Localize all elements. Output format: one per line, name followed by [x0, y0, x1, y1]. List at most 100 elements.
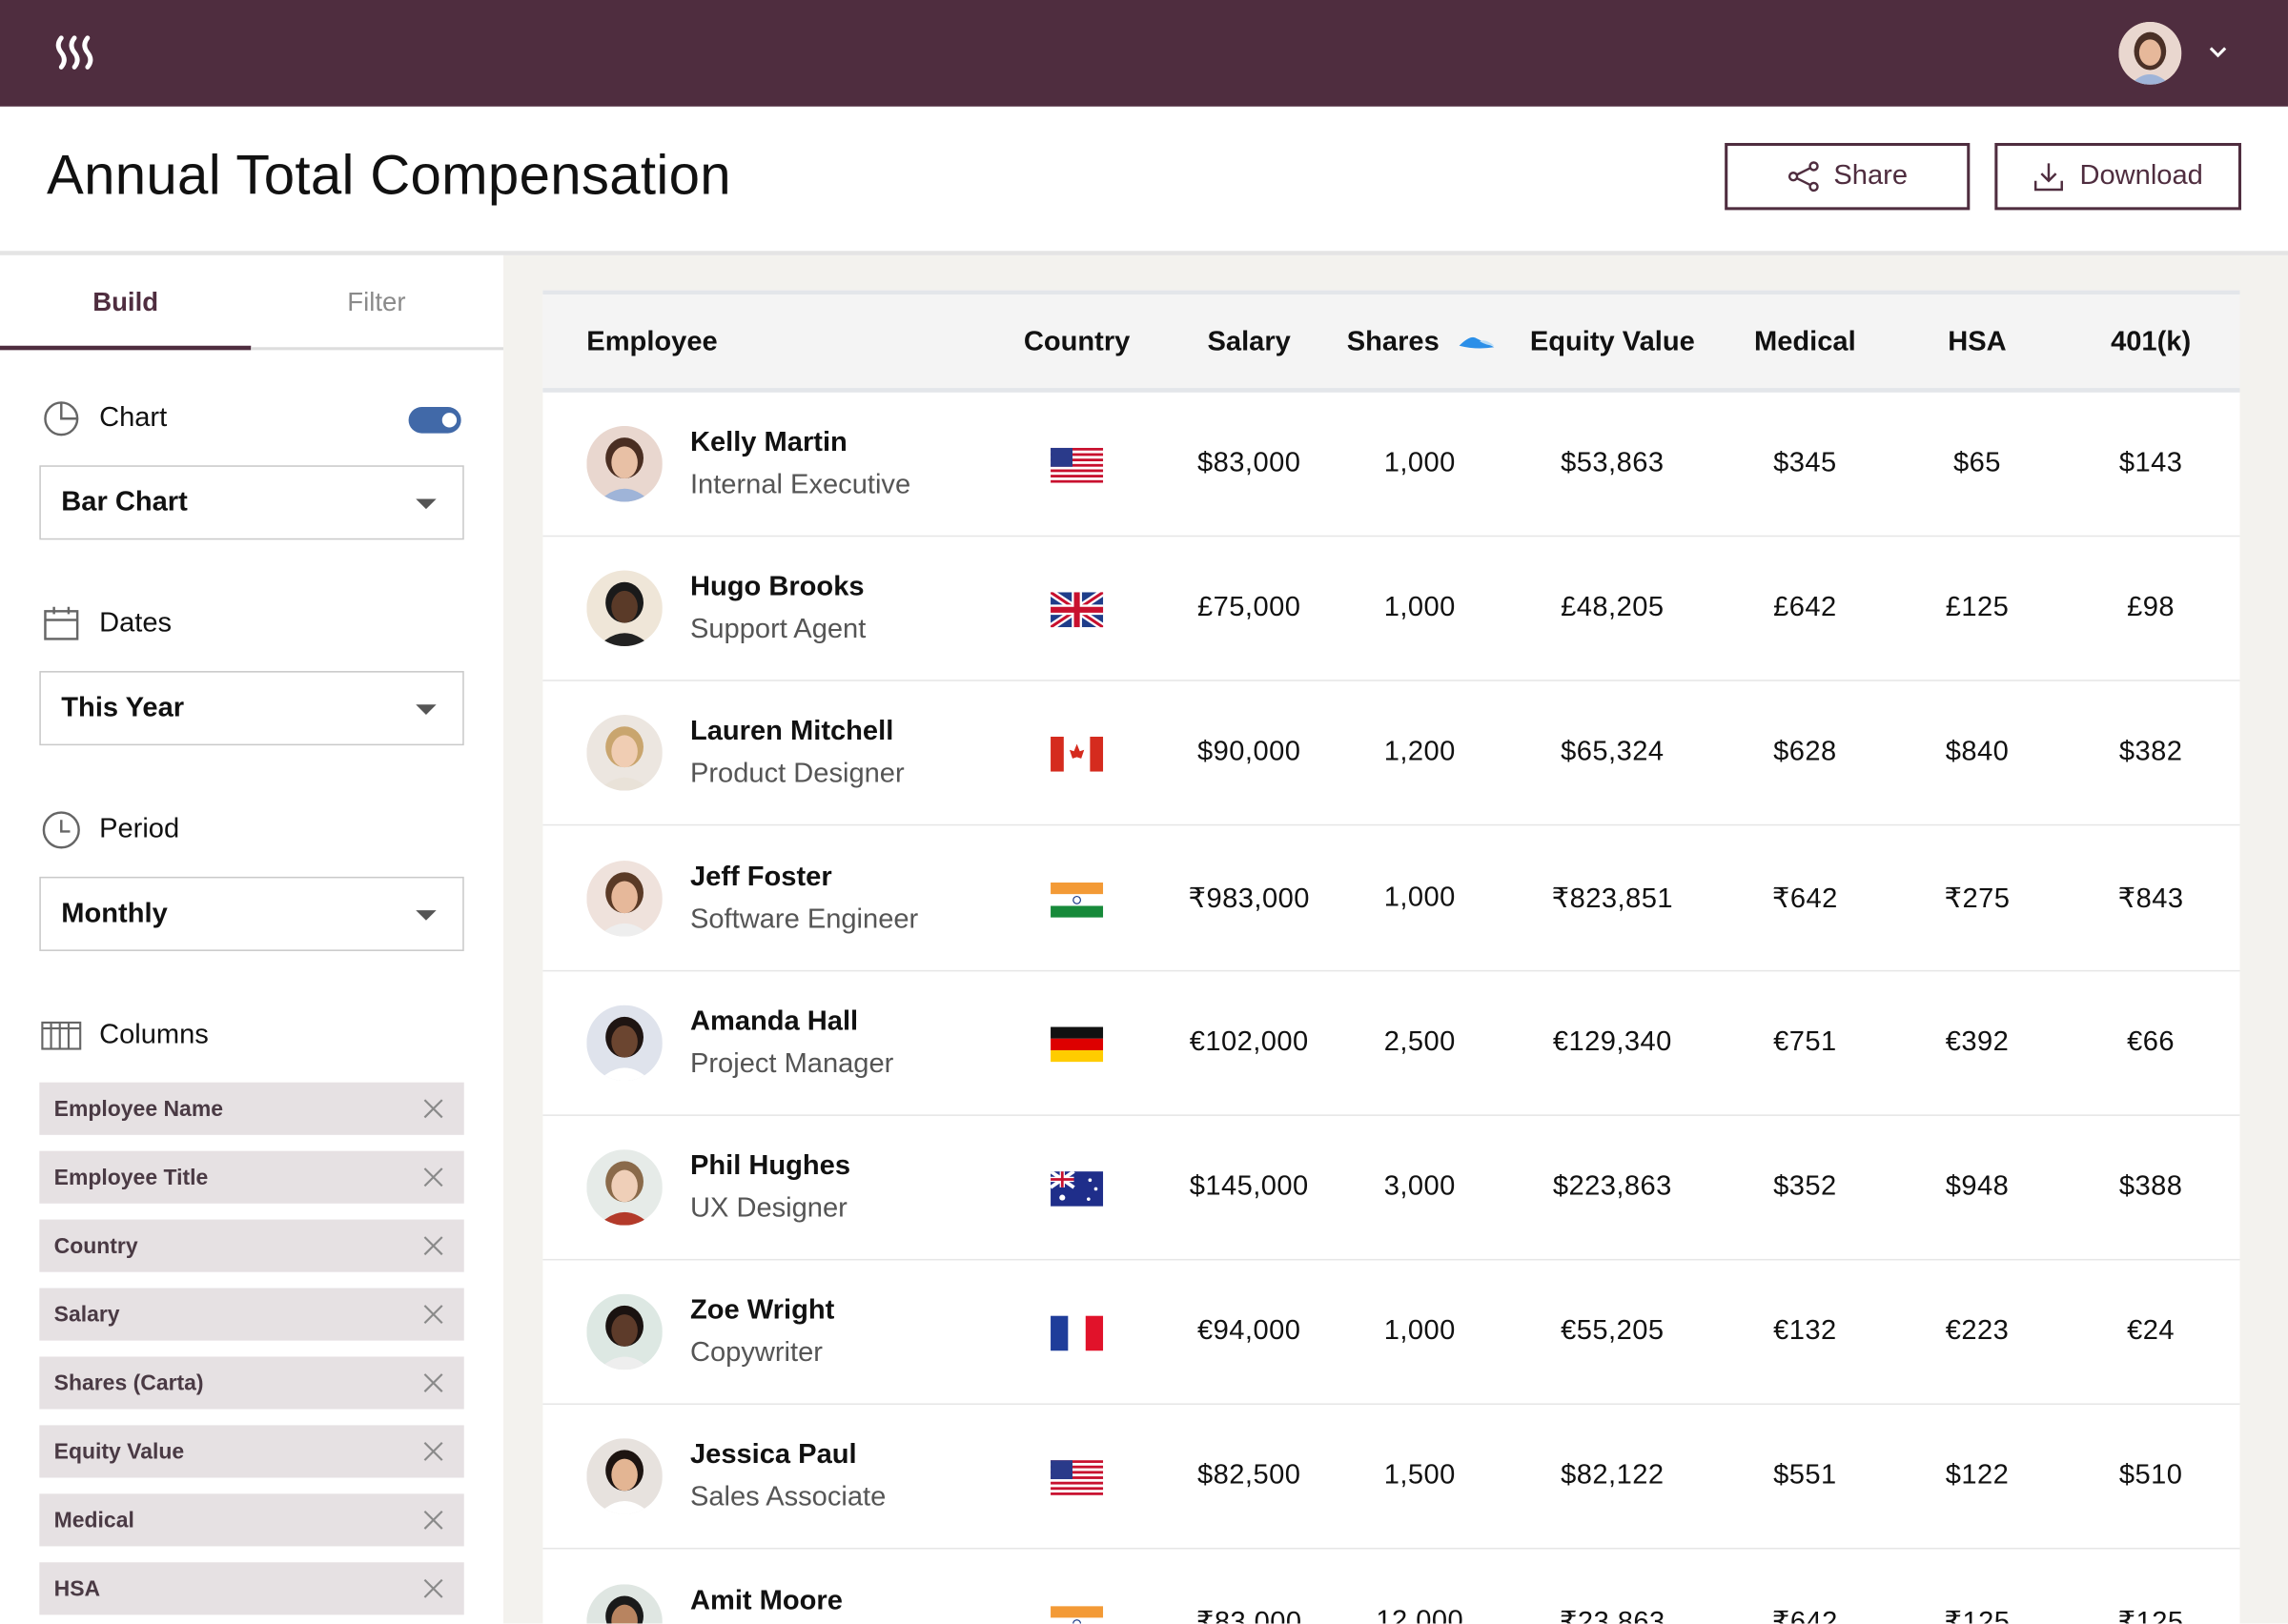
employee-name[interactable]: Amanda Hall	[689, 1005, 859, 1037]
cell-equity: $53,863	[1561, 447, 1665, 479]
header-employee[interactable]: Employee	[586, 326, 718, 357]
table-row[interactable]: Hugo Brooks Support Agent £75,000 1,000 £4…	[542, 538, 2240, 682]
table-row[interactable]: Lauren Mitchell Product Designer $90,000…	[542, 681, 2240, 826]
remove-icon[interactable]	[423, 1578, 443, 1598]
cell-medical: £642	[1773, 592, 1837, 623]
download-label: Download	[2079, 160, 2203, 192]
cell-hsa: €223	[1945, 1315, 2010, 1348]
column-chip: Equity Value	[39, 1425, 464, 1478]
chart-type-select[interactable]: Bar Chart	[39, 465, 464, 540]
column-chip-label: Employee Name	[53, 1096, 224, 1122]
employee-name[interactable]: Jeff Foster	[689, 861, 832, 893]
cell-k401: $388	[2118, 1171, 2183, 1203]
flag-au-icon	[1051, 1171, 1104, 1207]
remove-icon[interactable]	[423, 1235, 443, 1256]
cell-salary: €102,000	[1189, 1026, 1309, 1058]
column-chip-label: Employee Title	[53, 1165, 209, 1190]
cell-k401: ₹125	[2117, 1607, 2184, 1624]
header-salary[interactable]: Salary	[1207, 326, 1291, 357]
cell-shares: 12,000	[1376, 1605, 1464, 1624]
table-row[interactable]: Phil Hughes UX Designer $145,000 3,000 $22…	[542, 1116, 2240, 1261]
cell-equity: €55,205	[1561, 1315, 1665, 1348]
employee-title: Software Engineer	[689, 903, 919, 935]
employee-name[interactable]: Amit Moore	[689, 1585, 843, 1616]
cell-k401: €24	[2127, 1315, 2176, 1348]
download-icon	[2034, 163, 2064, 192]
employee-avatar	[586, 860, 663, 937]
header-hsa[interactable]: HSA	[1948, 326, 2007, 357]
cell-hsa: $65	[1953, 447, 2001, 479]
period-value: Monthly	[61, 898, 168, 929]
cell-k401: $143	[2118, 447, 2183, 479]
employee-title: Internal Executive	[689, 469, 911, 500]
column-chip: Salary	[39, 1288, 464, 1341]
table-row[interactable]: Jessica Paul Sales Associate $82,500 1,50…	[542, 1406, 2240, 1551]
chart-toggle[interactable]	[408, 407, 461, 434]
employee-avatar	[586, 1293, 663, 1370]
cell-k401: €66	[2127, 1026, 2176, 1058]
employee-name[interactable]: Jessica Paul	[689, 1440, 857, 1472]
tab-build[interactable]: Build	[92, 287, 159, 317]
cell-salary: $90,000	[1197, 737, 1301, 768]
employee-name[interactable]: Lauren Mitchell	[689, 717, 894, 748]
table-row[interactable]: Zoe Wright Copywriter €94,000 1,000 €55,20…	[542, 1261, 2240, 1406]
cell-hsa: $840	[1945, 737, 2010, 768]
sort-indicator-icon	[1459, 336, 1494, 349]
share-button[interactable]: Share	[1725, 142, 1971, 211]
employee-name[interactable]: Kelly Martin	[689, 427, 848, 458]
employee-avatar	[586, 1005, 663, 1081]
dates-value: This Year	[61, 692, 185, 723]
cell-medical: €751	[1773, 1026, 1837, 1058]
column-chip: Shares (Carta)	[39, 1356, 464, 1410]
column-chip-label: Shares (Carta)	[53, 1370, 204, 1396]
table-row[interactable]: Jeff Foster Software Engineer ₹983,000 1,…	[542, 826, 2240, 971]
download-button[interactable]: Download	[1994, 142, 2242, 211]
employee-name[interactable]: Hugo Brooks	[689, 572, 865, 603]
period-select[interactable]: Monthly	[39, 876, 464, 951]
employee-name[interactable]: Phil Hughes	[689, 1150, 851, 1182]
dates-label: Dates	[99, 608, 173, 639]
logo-icon[interactable]	[52, 32, 102, 73]
chevron-down-icon[interactable]	[2206, 41, 2229, 64]
header-shares[interactable]: Shares	[1347, 327, 1497, 359]
cell-salary: €94,000	[1197, 1315, 1301, 1348]
flag-us-icon	[1051, 447, 1104, 483]
tab-filter[interactable]: Filter	[347, 287, 406, 317]
employee-title: Product Designer	[689, 759, 905, 790]
tab-divider	[251, 347, 504, 351]
header-divider	[0, 251, 2288, 255]
header-medical[interactable]: Medical	[1754, 326, 1856, 357]
column-chip-label: Country	[53, 1233, 138, 1259]
employee-title: Sales Associate	[689, 1482, 887, 1513]
remove-icon[interactable]	[423, 1372, 443, 1392]
remove-icon[interactable]	[423, 1441, 443, 1461]
cell-equity: £48,205	[1561, 592, 1665, 623]
header-country[interactable]: Country	[1023, 326, 1131, 357]
table-row[interactable]: Amanda Hall Project Manager €102,000 2,50…	[542, 971, 2240, 1116]
cell-shares: 3,000	[1383, 1171, 1456, 1203]
table-row[interactable]: Kelly Martin Internal Executive $83,000 1…	[542, 393, 2240, 538]
header-401k[interactable]: 401(k)	[2111, 326, 2192, 357]
user-avatar[interactable]	[2118, 21, 2182, 85]
table-row[interactable]: Amit Moore ₹83,000 12,000 ₹23,863 ₹642 ₹125 ₹…	[542, 1550, 2239, 1624]
employee-name[interactable]: Zoe Wright	[689, 1295, 835, 1327]
chart-type-value: Bar Chart	[61, 486, 188, 518]
employee-avatar	[586, 425, 663, 502]
header-equity-value[interactable]: Equity Value	[1529, 326, 1695, 357]
employee-avatar	[586, 1438, 663, 1515]
compensation-table: Employee Country Salary Shares Equity Va…	[542, 290, 2240, 1624]
remove-icon[interactable]	[423, 1167, 443, 1188]
remove-icon[interactable]	[423, 1099, 443, 1119]
cell-salary: ₹983,000	[1188, 883, 1310, 915]
column-chip: Employee Title	[39, 1150, 464, 1204]
share-icon	[1788, 161, 1819, 193]
remove-icon[interactable]	[423, 1304, 443, 1325]
cell-shares: 2,500	[1383, 1026, 1456, 1058]
dates-select[interactable]: This Year	[39, 671, 464, 746]
remove-icon[interactable]	[423, 1510, 443, 1530]
cell-equity: €129,340	[1552, 1026, 1672, 1058]
cell-shares: 1,000	[1383, 592, 1456, 623]
employee-avatar	[586, 570, 663, 647]
flag-de-icon	[1051, 1026, 1104, 1062]
column-chip-label: Medical	[53, 1507, 134, 1533]
